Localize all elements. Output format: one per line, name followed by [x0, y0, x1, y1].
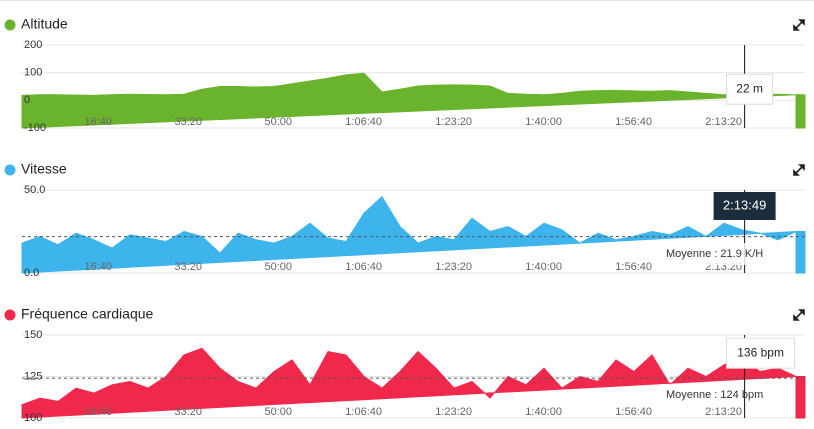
y-tick-label: 150 — [24, 329, 42, 341]
y-tick-label: 0.0 — [24, 267, 39, 279]
y-tick-label: -100 — [24, 122, 46, 134]
expand-icon[interactable] — [793, 164, 805, 176]
x-tick-label: 33:20 — [174, 261, 202, 273]
x-tick-label: 16:40 — [84, 116, 112, 128]
panel-title: Altitude — [21, 16, 68, 32]
cursor-value-label: 136 bpm — [737, 345, 784, 359]
expand-arrow — [793, 309, 805, 321]
legend-dot — [4, 164, 16, 176]
cursor-value-label: 22 m — [736, 81, 763, 95]
x-tick-label: 1:56:40 — [615, 261, 652, 273]
y-tick-label: 125 — [24, 370, 42, 382]
x-tick-label: 50:00 — [264, 406, 292, 418]
panel-title: Vitesse — [21, 161, 67, 177]
x-tick-label: 1:06:40 — [345, 261, 382, 273]
expand-arrow — [793, 19, 805, 31]
x-tick-label: 1:40:00 — [525, 261, 562, 273]
x-tick-label: 33:20 — [174, 406, 202, 418]
y-tick-label: 100 — [24, 67, 42, 79]
average-box — [660, 243, 786, 265]
area — [21, 347, 806, 419]
x-tick-label: 1:23:20 — [435, 116, 472, 128]
cursor-value-box — [726, 73, 774, 105]
expand-arrow — [793, 164, 805, 176]
x-tick-label: 1:56:40 — [615, 116, 652, 128]
x-tick-label: 50:00 — [264, 261, 292, 273]
expand-icon[interactable] — [793, 309, 805, 321]
x-tick-label: 2:13:20 — [705, 116, 742, 128]
area — [21, 195, 806, 274]
average-label: Moyenne : 21.9 K/H — [666, 248, 763, 260]
x-tick-label: 16:40 — [84, 261, 112, 273]
x-tick-label: 1:06:40 — [345, 116, 382, 128]
x-tick-label: 1:23:20 — [435, 261, 472, 273]
x-tick-label: 1:56:40 — [615, 406, 652, 418]
x-tick-label: 1:23:20 — [435, 406, 472, 418]
expand-icon[interactable] — [793, 19, 805, 31]
x-tick-label: 1:40:00 — [525, 406, 562, 418]
y-tick-label: 200 — [24, 39, 42, 51]
legend-dot — [4, 309, 16, 321]
cursor-time-label: 2:13:49 — [723, 197, 766, 212]
x-tick-label: 1:40:00 — [525, 116, 562, 128]
average-label: Moyenne : 124 bpm — [666, 389, 763, 401]
y-tick-label: 100 — [24, 412, 42, 424]
cursor-time-box — [713, 192, 776, 220]
legend-dot — [4, 19, 16, 31]
y-tick-label: 0 — [24, 94, 30, 106]
x-tick-label: 1:06:40 — [345, 406, 382, 418]
average-box — [660, 384, 730, 406]
x-tick-label: 33:20 — [174, 116, 202, 128]
x-tick-label: 16:40 — [84, 406, 112, 418]
cursor-value-box — [726, 337, 796, 369]
panel-title: Fréquence cardiaque — [21, 306, 154, 322]
y-tick-label: 50.0 — [24, 184, 45, 196]
x-tick-label: 2:13:20 — [705, 406, 742, 418]
x-tick-label: 50:00 — [264, 116, 292, 128]
